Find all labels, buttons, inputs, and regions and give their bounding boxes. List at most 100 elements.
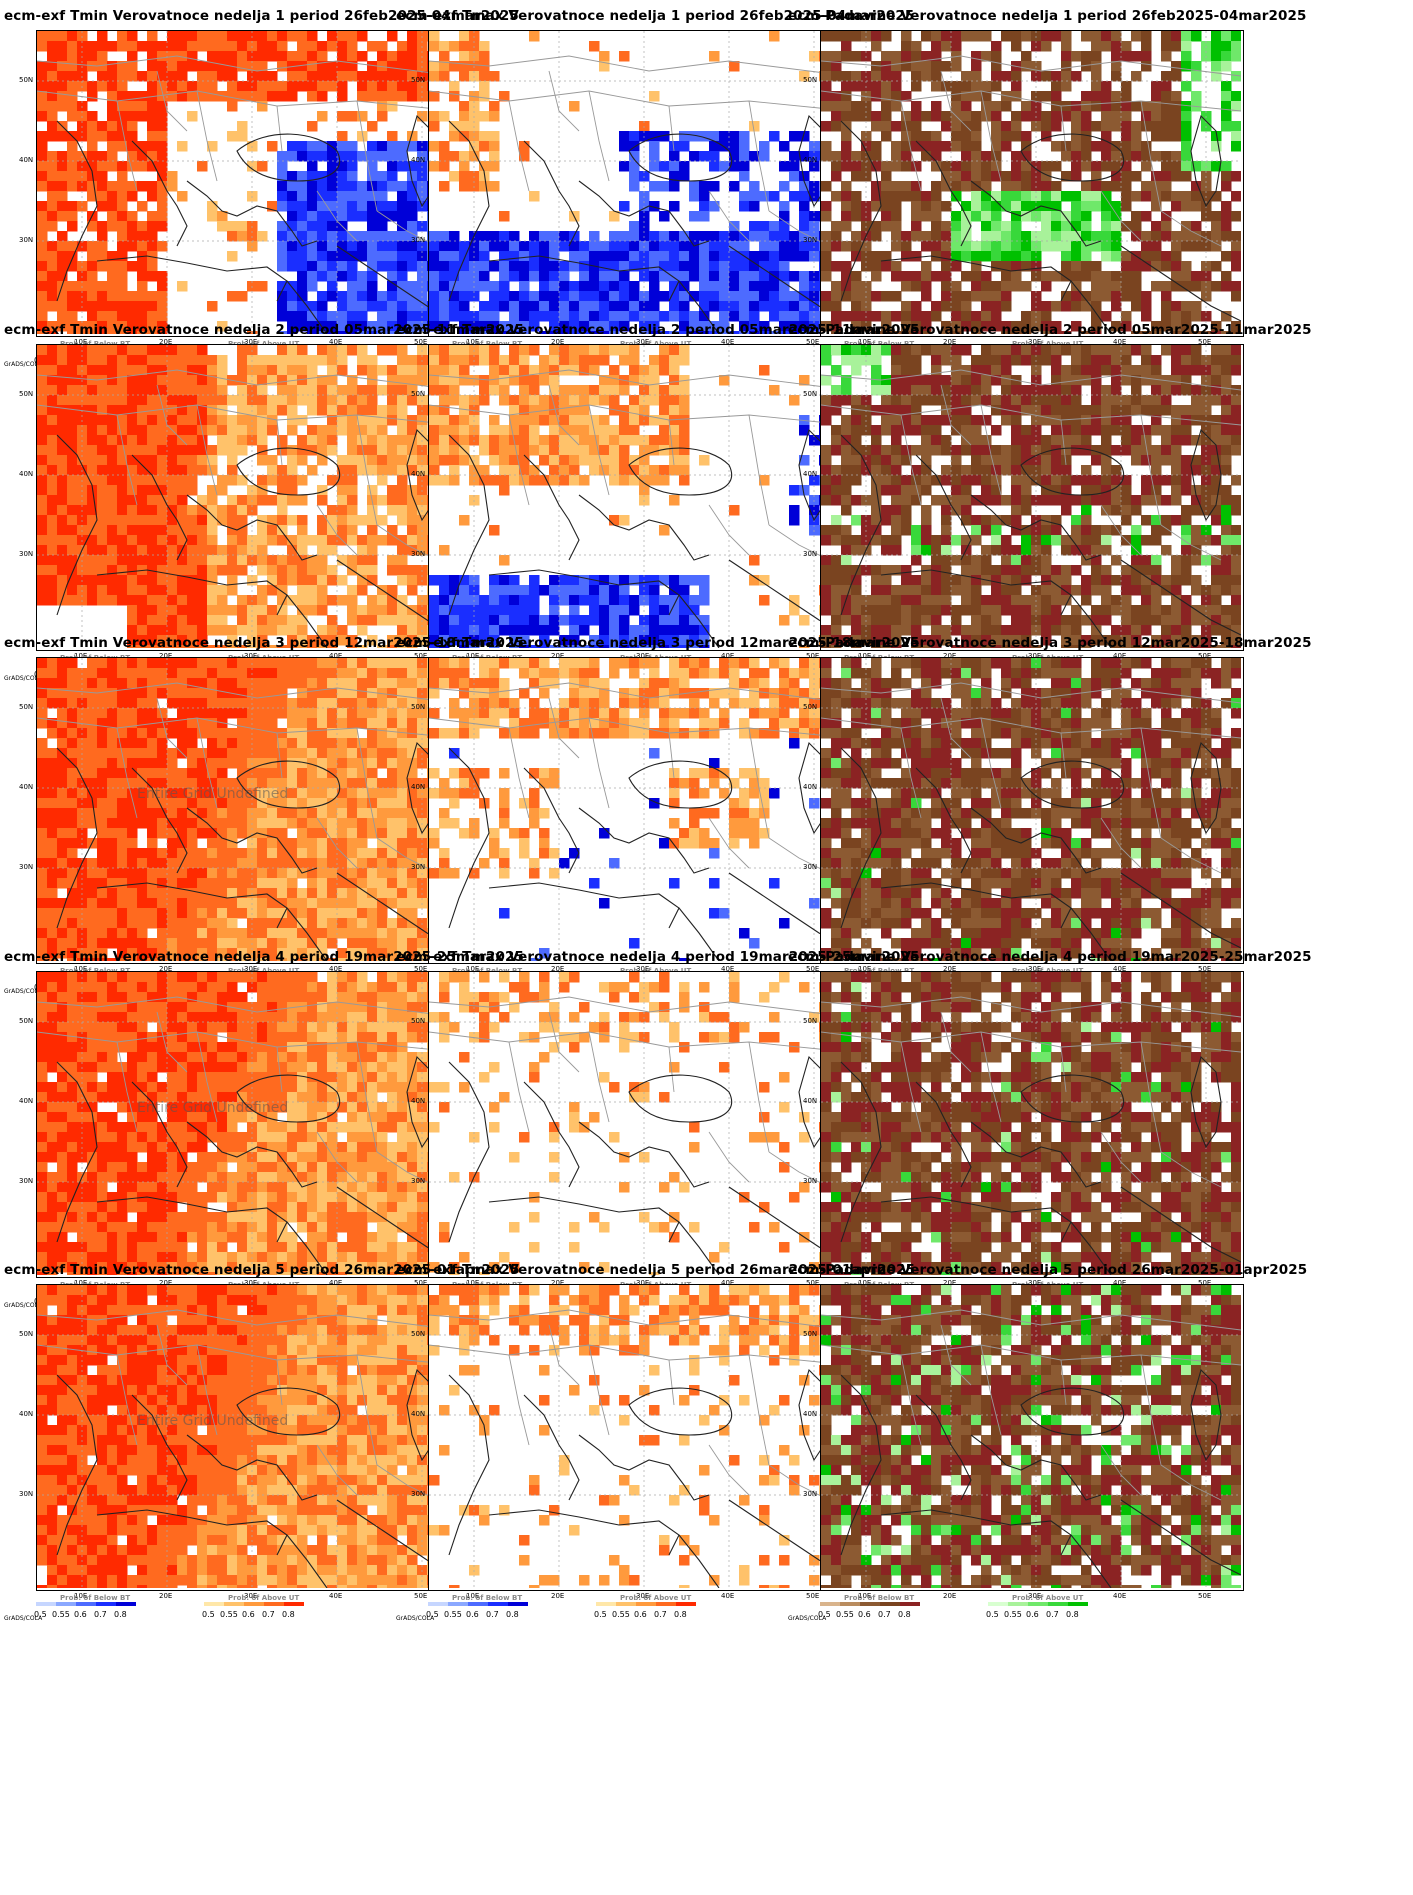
- map-panel-tmax-week-3: ecm-exf Tmax Verovatnoce nedelja 3 perio…: [392, 627, 919, 1006]
- map-canvas: [37, 345, 457, 648]
- probability-map: [820, 971, 1244, 1278]
- legend-swatch: [656, 1602, 676, 1606]
- lat-tick-label: 50N: [19, 390, 34, 398]
- probability-map: [428, 971, 852, 1278]
- legend-tick: 0.5: [818, 1610, 831, 1619]
- map-canvas: [429, 1285, 849, 1588]
- lon-tick-label: 10E: [858, 965, 872, 973]
- panel-title: ecm-exf Tmin Verovatnoce nedelja 3 perio…: [4, 635, 524, 651]
- lon-tick-label: 50E: [806, 1592, 820, 1600]
- legend-swatch: [36, 1602, 56, 1606]
- lon-tick-label: 20E: [943, 338, 957, 346]
- lat-tick-label: 50N: [803, 1017, 818, 1025]
- legend-wet: Prob. of Above UT 0.5 0.55 0.6 0.7 0.8: [986, 1594, 1118, 1630]
- lat-tick-label: 50N: [19, 703, 34, 711]
- lon-tick-label: 10E: [74, 965, 88, 973]
- legend-tick: 0.8: [1066, 1610, 1079, 1619]
- lat-tick-label: 50N: [411, 1017, 426, 1025]
- lat-tick-label: 40N: [411, 1410, 426, 1418]
- lon-tick-label: 20E: [159, 338, 173, 346]
- lat-tick-label: 40N: [19, 1097, 34, 1105]
- map-canvas: [821, 345, 1241, 648]
- legend-swatch: [988, 1602, 1008, 1606]
- legend-tick: 0.55: [1004, 1610, 1022, 1619]
- lon-tick-label: 10E: [466, 1279, 480, 1287]
- legend-below: Prob. of Below BT 0.5 0.55 0.6 0.7 0.8: [426, 1594, 558, 1630]
- color-legend: GrADS/COLA Prob. of Below BT 0.5 0.55 0.6 0.7…: [392, 1594, 863, 1630]
- legend-tick: 0.55: [52, 1610, 70, 1619]
- legend-tick: 0.7: [94, 1610, 107, 1619]
- legend-swatch: [1028, 1602, 1048, 1606]
- legend-swatch: [448, 1602, 468, 1606]
- legend-tick: 0.8: [674, 1610, 687, 1619]
- map-panel-prec-week-4: ecm-Padavine Verovatnoce nedelja 4 perio…: [784, 941, 1312, 1320]
- lat-tick-label: 50N: [411, 1330, 426, 1338]
- lon-tick-label: 10E: [858, 652, 872, 660]
- map-panel-tmax-week-1: ecm-exf Tmax Verovatnoce nedelja 1 perio…: [392, 0, 914, 379]
- legend-title: Prob. of Above UT: [620, 1594, 692, 1602]
- lon-tick-label: 40E: [329, 965, 343, 973]
- legend-above: Prob. of Above UT 0.5 0.55 0.6 0.7 0.8: [594, 1594, 726, 1630]
- panel-title: ecm-exf Tmax Verovatnoce nedelja 3 perio…: [396, 635, 920, 651]
- legend-tick: 0.5: [426, 1610, 439, 1619]
- panel-title: ecm-exf Tmax Verovatnoce nedelja 2 perio…: [396, 322, 920, 338]
- lat-tick-label: 40N: [19, 470, 34, 478]
- lon-tick-label: 20E: [159, 1279, 173, 1287]
- legend-swatch: [76, 1602, 96, 1606]
- map-canvas: [821, 972, 1241, 1275]
- legend-swatch: [880, 1602, 900, 1606]
- lat-tick-label: 40N: [803, 1097, 818, 1105]
- grads-credit: GrADS/COLA: [4, 361, 43, 368]
- legend-tick: 0.8: [506, 1610, 519, 1619]
- lat-tick-label: 50N: [19, 1330, 34, 1338]
- lon-tick-label: 10E: [74, 338, 88, 346]
- lat-tick-label: 40N: [19, 1410, 34, 1418]
- lon-tick-label: 20E: [159, 965, 173, 973]
- lat-tick-label: 30N: [411, 863, 426, 871]
- lon-tick-label: 30E: [244, 965, 258, 973]
- lat-tick-label: 30N: [803, 1490, 818, 1498]
- lon-tick-label: 10E: [74, 652, 88, 660]
- legend-swatch: [96, 1602, 116, 1606]
- legend-swatch: [428, 1602, 448, 1606]
- legend-tick: 0.7: [1046, 1610, 1059, 1619]
- lon-tick-label: 40E: [1113, 1279, 1127, 1287]
- lon-tick-label: 30E: [244, 652, 258, 660]
- probability-map: [820, 344, 1244, 651]
- lon-tick-label: 10E: [466, 965, 480, 973]
- lon-tick-label: 50E: [414, 1592, 428, 1600]
- lon-tick-label: 20E: [551, 1279, 565, 1287]
- lat-tick-label: 40N: [411, 156, 426, 164]
- lon-tick-label: 50E: [806, 965, 820, 973]
- lat-tick-label: 30N: [411, 1177, 426, 1185]
- legend-swatch: [508, 1602, 528, 1606]
- legend-swatch: [56, 1602, 76, 1606]
- lat-tick-label: 30N: [411, 1490, 426, 1498]
- lat-tick-label: 50N: [19, 1017, 34, 1025]
- lon-tick-label: 50E: [1198, 1592, 1212, 1600]
- lat-tick-label: 30N: [19, 236, 34, 244]
- grads-credit: GrADS/COLA: [4, 1302, 43, 1309]
- panel-title: ecm-exf Tmax Verovatnoce nedelja 1 perio…: [396, 8, 915, 24]
- map-canvas: [429, 31, 849, 334]
- lon-tick-label: 10E: [466, 1592, 480, 1600]
- lat-tick-label: 30N: [19, 863, 34, 871]
- map-canvas: [821, 658, 1241, 961]
- probability-map: [36, 344, 460, 651]
- lon-tick-label: 10E: [466, 652, 480, 660]
- lon-tick-label: 40E: [329, 1592, 343, 1600]
- probability-map: Entire Grid Undefined: [36, 971, 460, 1278]
- legend-tick: 0.5: [202, 1610, 215, 1619]
- lon-tick-label: 30E: [1028, 1279, 1042, 1287]
- grads-credit: GrADS/COLA: [4, 988, 43, 995]
- panel-title: ecm-exf Tmax Verovatnoce nedelja 5 perio…: [396, 1262, 916, 1278]
- map-panel-tmax-week-4: ecm-exf Tmax Verovatnoce nedelja 4 perio…: [392, 941, 919, 1320]
- map-canvas: Entire Grid Undefined: [37, 972, 457, 1275]
- lon-tick-label: 40E: [329, 652, 343, 660]
- map-canvas: [821, 31, 1241, 334]
- lon-tick-label: 10E: [74, 1279, 88, 1287]
- lon-tick-label: 40E: [329, 1279, 343, 1287]
- lon-tick-label: 30E: [1028, 965, 1042, 973]
- legend-swatch: [284, 1602, 304, 1606]
- legend-swatch: [1008, 1602, 1028, 1606]
